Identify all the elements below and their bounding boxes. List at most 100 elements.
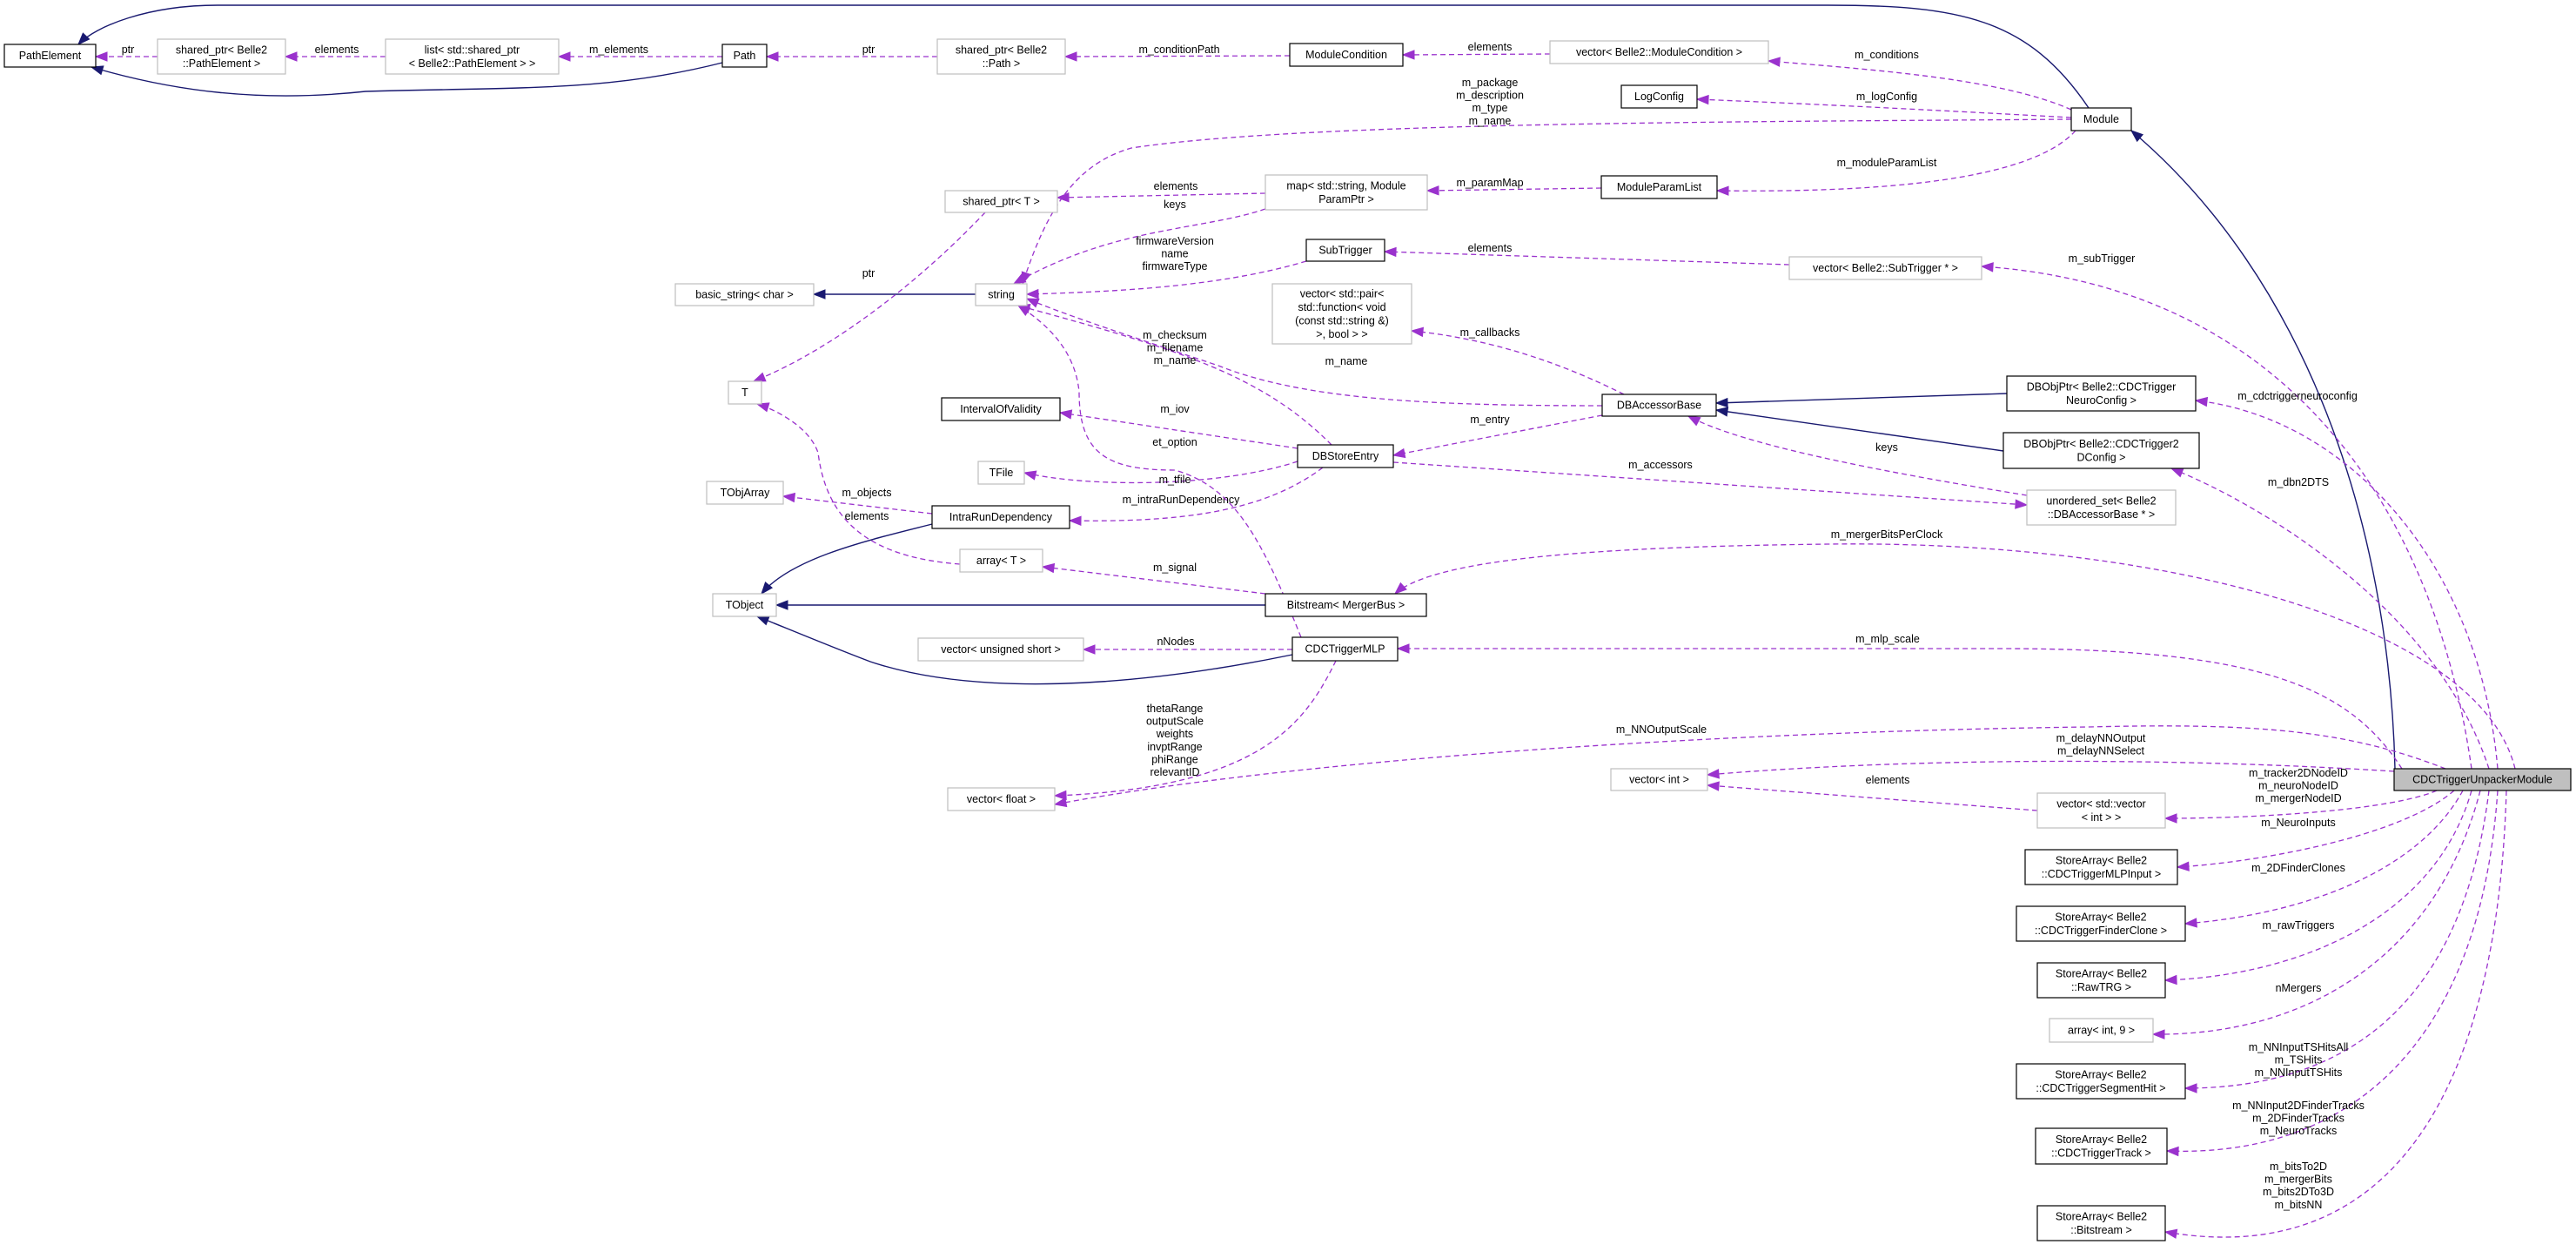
arrowhead-icon xyxy=(557,51,571,62)
node-array9[interactable]: array< int, 9 > xyxy=(2049,1018,2154,1043)
node-DBAccessorBase[interactable]: DBAccessorBase xyxy=(1601,394,1717,417)
edge-label: m_signal xyxy=(1153,562,1197,574)
node-ModuleCondition[interactable]: ModuleCondition xyxy=(1289,43,1404,67)
edge-Module-to-ModuleParamList: m_moduleParamList xyxy=(1715,130,2076,196)
node-TObjArray[interactable]: TObjArray xyxy=(706,481,784,505)
edge-label: m_NNOutputScale xyxy=(1616,723,1707,736)
edge-label: m_bitsNN xyxy=(2275,1199,2323,1211)
node-saTrack[interactable]: StoreArray< Belle2::CDCTriggerTrack > xyxy=(2035,1127,2168,1165)
node-box xyxy=(2393,768,2572,791)
edge-DBAccessorBase-to-string: m_name xyxy=(1025,298,1603,407)
arrowhead-icon xyxy=(1082,644,1096,655)
node-label: ::CDCTriggerSegmentHit > xyxy=(2036,1082,2165,1094)
node-saSegment[interactable]: StoreArray< Belle2::CDCTriggerSegmentHit… xyxy=(2016,1063,2186,1100)
node-unorderedSet[interactable]: unordered_set< Belle2::DBAccessorBase * … xyxy=(2026,489,2177,526)
node-vecVecInt[interactable]: vector< std::vector< int > > xyxy=(2036,792,2166,829)
edge-unorderedSet-to-DBAccessorBase: keys xyxy=(1687,415,2028,496)
edge-label: ptr xyxy=(862,267,875,279)
node-vecMC[interactable]: vector< Belle2::ModuleCondition > xyxy=(1549,40,1769,64)
node-spT[interactable]: shared_ptr< T > xyxy=(944,190,1058,213)
node-saBitstream[interactable]: StoreArray< Belle2::Bitstream > xyxy=(2036,1205,2166,1241)
node-saFinderClone[interactable]: StoreArray< Belle2::CDCTriggerFinderClon… xyxy=(2016,905,2186,942)
node-box xyxy=(975,283,1028,306)
node-ModuleParamList[interactable]: ModuleParamList xyxy=(1600,175,1718,199)
edge-Unpacker-to-DBObjNeuro: m_cdctriggerneuroconfig xyxy=(2194,390,2499,770)
node-IoV[interactable]: IntervalOfValidity xyxy=(941,397,1061,421)
edge-ModuleParamList-to-map: m_paramMap xyxy=(1426,177,1602,196)
node-label: T xyxy=(741,387,748,399)
node-box xyxy=(1305,239,1385,262)
arrowhead-icon xyxy=(1767,57,1781,67)
edge-MLP-to-string: et_option xyxy=(1016,305,1302,638)
node-label: IntervalOfValidity xyxy=(960,403,1042,415)
edge-IntraRun-to-TObject xyxy=(761,523,933,595)
node-IntraRun[interactable]: IntraRunDependency xyxy=(931,505,1070,529)
arrowhead-icon xyxy=(1053,790,1067,801)
node-TFile[interactable]: TFile xyxy=(977,461,1025,485)
edge-label: m_rawTriggers xyxy=(2263,919,2335,932)
node-vecInt[interactable]: vector< int > xyxy=(1610,768,1708,791)
node-box xyxy=(941,397,1061,421)
node-saRawTRG[interactable]: StoreArray< Belle2::RawTRG > xyxy=(2036,962,2166,999)
node-MLP[interactable]: CDCTriggerMLP xyxy=(1291,636,1399,662)
node-DBStoreEntry[interactable]: DBStoreEntry xyxy=(1297,444,1394,468)
node-spPath[interactable]: shared_ptr< Belle2::Path > xyxy=(936,38,1066,75)
arrowhead-icon xyxy=(755,616,770,626)
node-Bitstream[interactable]: Bitstream< MergerBus > xyxy=(1265,593,1427,617)
arrowhead-icon xyxy=(1695,94,1709,105)
node-Module[interactable]: Module xyxy=(2070,107,2132,131)
edge-MLP-to-vecFloat: thetaRangeoutputScaleweightsinvptRangeph… xyxy=(1053,660,1337,801)
node-vecSubTrig[interactable]: vector< Belle2::SubTrigger * > xyxy=(1788,256,1982,280)
node-LogConfig[interactable]: LogConfig xyxy=(1620,84,1698,109)
node-label: (const std::string &) xyxy=(1295,314,1389,326)
node-label: ::PathElement > xyxy=(183,57,260,70)
usage-line xyxy=(1394,543,2516,770)
edge-label: m_moduleParamList xyxy=(1837,157,1937,169)
node-label: unordered_set< Belle2 xyxy=(2046,494,2156,507)
edge-label: m_bits2DTo3D xyxy=(2263,1186,2334,1198)
edge-Bitstream-to-arrayT: m_signal xyxy=(1041,562,1266,595)
node-T[interactable]: T xyxy=(728,380,762,405)
node-label: StoreArray< Belle2 xyxy=(2056,1134,2147,1146)
arrowhead-icon xyxy=(1392,447,1406,459)
node-label: ::Path > xyxy=(983,57,1020,70)
usage-line xyxy=(2164,790,2472,981)
arrowhead-icon xyxy=(755,402,770,413)
edge-Unpacker-to-saRawTRG: m_rawTriggers xyxy=(2163,790,2472,986)
node-vecPair[interactable]: vector< std::pair<std::function< void(co… xyxy=(1271,283,1412,345)
edge-Unpacker-to-array9: nMergers xyxy=(2151,790,2481,1039)
node-vecUShort[interactable]: vector< unsigned short > xyxy=(917,637,1084,662)
node-label: < Belle2::PathElement > > xyxy=(409,57,536,70)
node-SubTrigger[interactable]: SubTrigger xyxy=(1305,239,1385,262)
node-arrayT[interactable]: array< T > xyxy=(959,548,1043,573)
node-vecFloat[interactable]: vector< float > xyxy=(947,787,1056,811)
node-label: basic_string< char > xyxy=(695,289,794,301)
arrowhead-icon xyxy=(1706,769,1720,779)
node-listSP[interactable]: list< std::shared_ptr< Belle2::PathEleme… xyxy=(385,38,560,75)
arrowhead-icon xyxy=(1053,797,1068,808)
edge-label: m_cdctriggerneuroconfig xyxy=(2237,390,2358,402)
node-saMLPInput[interactable]: StoreArray< Belle2::CDCTriggerMLPInput > xyxy=(2024,849,2178,885)
node-PathElement[interactable]: PathElement xyxy=(3,44,97,68)
edge-vecSubTrig-to-SubTrigger: elements xyxy=(1383,242,1790,266)
node-basic_string[interactable]: basic_string< char > xyxy=(674,283,815,306)
usage-line xyxy=(1384,251,1790,266)
node-Unpacker[interactable]: CDCTriggerUnpackerModule xyxy=(2393,768,2572,791)
node-label: Module xyxy=(2083,113,2119,125)
edge-label: m_mergerNodeID xyxy=(2255,792,2341,804)
edge-label: m_subTrigger xyxy=(2069,252,2136,265)
usage-line xyxy=(1026,260,1307,295)
node-spPE[interactable]: shared_ptr< Belle2::PathElement > xyxy=(157,38,286,75)
node-Path[interactable]: Path xyxy=(721,44,768,68)
edge-Path-to-listSP: m_elements xyxy=(557,44,722,62)
node-box xyxy=(2036,962,2166,999)
arrowhead-icon xyxy=(1426,185,1439,196)
node-DBObjNeuro[interactable]: DBObjPtr< Belle2::CDCTriggerNeuroConfig … xyxy=(2006,375,2197,412)
edge-DBObjNeuro-to-DBAccessorBase xyxy=(1714,393,2008,408)
node-TObject[interactable]: TObject xyxy=(712,593,777,617)
node-box xyxy=(917,637,1084,662)
node-string[interactable]: string xyxy=(975,283,1028,306)
usage-line xyxy=(1398,648,2403,770)
